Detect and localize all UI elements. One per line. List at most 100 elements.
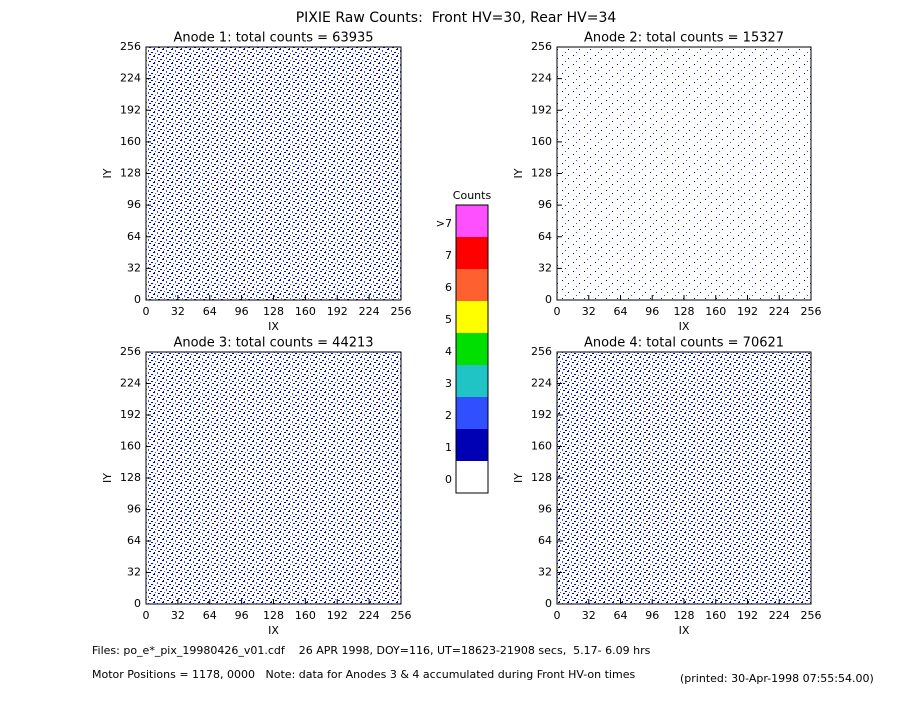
x-tick-label: 32 bbox=[582, 609, 596, 622]
y-tick-label: 192 bbox=[120, 408, 141, 421]
x-tick-label: 32 bbox=[171, 609, 185, 622]
x-axis-label: IX bbox=[679, 320, 690, 333]
y-tick-label: 64 bbox=[127, 534, 141, 547]
x-tick-label: 160 bbox=[705, 609, 726, 622]
x-tick-label: 160 bbox=[705, 305, 726, 318]
y-axis-label: IY bbox=[512, 473, 525, 483]
x-tick-label: 0 bbox=[554, 305, 561, 318]
colorbar-swatch bbox=[456, 205, 488, 237]
x-tick-label: 224 bbox=[769, 305, 790, 318]
x-tick-label: 192 bbox=[327, 305, 348, 318]
y-tick-label: 224 bbox=[531, 377, 552, 390]
x-tick-label: 64 bbox=[203, 305, 217, 318]
y-axis-label: IY bbox=[101, 168, 114, 178]
y-tick-label: 96 bbox=[127, 503, 141, 516]
y-tick-label: 64 bbox=[538, 230, 552, 243]
colorbar-swatch bbox=[456, 269, 488, 301]
x-tick-label: 96 bbox=[645, 305, 659, 318]
x-tick-label: 256 bbox=[801, 609, 822, 622]
panel-title: Anode 3: total counts = 44213 bbox=[173, 336, 373, 351]
x-tick-label: 128 bbox=[263, 305, 284, 318]
x-tick-label: 192 bbox=[737, 609, 758, 622]
x-tick-label: 128 bbox=[263, 609, 284, 622]
colorbar-label: 7 bbox=[445, 249, 452, 262]
colorbar-label: 2 bbox=[445, 409, 452, 422]
x-tick-label: 160 bbox=[295, 609, 316, 622]
figure-title: PIXIE Raw Counts: Front HV=30, Rear HV=3… bbox=[296, 10, 617, 26]
x-tick-label: 128 bbox=[674, 305, 695, 318]
panel-title: Anode 1: total counts = 63935 bbox=[173, 31, 373, 46]
x-tick-label: 32 bbox=[171, 305, 185, 318]
x-tick-label: 64 bbox=[614, 305, 628, 318]
y-tick-label: 256 bbox=[531, 345, 552, 358]
x-tick-label: 128 bbox=[674, 609, 695, 622]
colorbar-label: >7 bbox=[436, 217, 452, 230]
y-tick-label: 0 bbox=[134, 597, 141, 610]
x-axis-label: IX bbox=[268, 320, 279, 333]
pixel-texture bbox=[146, 352, 401, 604]
colorbar-swatch bbox=[456, 365, 488, 397]
y-tick-label: 0 bbox=[545, 293, 552, 306]
colorbar-title: Counts bbox=[453, 189, 492, 202]
pixel-texture bbox=[146, 47, 401, 300]
colorbar-label: 5 bbox=[445, 313, 452, 326]
y-tick-label: 160 bbox=[531, 440, 552, 453]
x-tick-label: 224 bbox=[359, 305, 380, 318]
y-tick-label: 160 bbox=[120, 440, 141, 453]
y-axis-label: IY bbox=[512, 168, 525, 178]
x-tick-label: 0 bbox=[143, 609, 150, 622]
colorbar-frame bbox=[455, 204, 489, 494]
y-tick-label: 224 bbox=[120, 377, 141, 390]
panel-title: Anode 4: total counts = 70621 bbox=[584, 336, 784, 351]
colorbar-swatch bbox=[456, 333, 488, 365]
colorbar-label: 1 bbox=[445, 441, 452, 454]
footer-motor: Motor Positions = 1178, 0000 Note: data … bbox=[92, 668, 635, 681]
y-tick-label: 0 bbox=[545, 597, 552, 610]
panel-title: Anode 2: total counts = 15327 bbox=[584, 31, 784, 46]
x-tick-label: 96 bbox=[235, 609, 249, 622]
x-tick-label: 96 bbox=[645, 609, 659, 622]
footer-files: Files: po_e*_pix_19980426_v01.cdf 26 APR… bbox=[92, 644, 651, 657]
y-tick-label: 160 bbox=[531, 135, 552, 148]
y-tick-label: 96 bbox=[538, 503, 552, 516]
x-tick-label: 96 bbox=[235, 305, 249, 318]
pixel-texture bbox=[557, 352, 811, 604]
x-tick-label: 224 bbox=[359, 609, 380, 622]
y-tick-label: 32 bbox=[538, 261, 552, 274]
x-tick-label: 192 bbox=[737, 305, 758, 318]
x-tick-label: 160 bbox=[295, 305, 316, 318]
y-tick-label: 192 bbox=[531, 103, 552, 116]
x-axis-label: IX bbox=[679, 624, 690, 637]
y-tick-label: 160 bbox=[120, 135, 141, 148]
y-tick-label: 224 bbox=[120, 72, 141, 85]
y-tick-label: 128 bbox=[120, 167, 141, 180]
y-tick-label: 32 bbox=[127, 566, 141, 579]
y-tick-label: 256 bbox=[120, 40, 141, 53]
y-axis-label: IY bbox=[101, 473, 114, 483]
colorbar-swatch bbox=[456, 461, 488, 493]
y-tick-label: 128 bbox=[531, 167, 552, 180]
y-tick-label: 256 bbox=[531, 40, 552, 53]
x-tick-label: 0 bbox=[143, 305, 150, 318]
pixel-texture bbox=[557, 47, 811, 300]
colorbar-swatch bbox=[456, 237, 488, 269]
x-tick-label: 256 bbox=[391, 305, 412, 318]
y-tick-label: 192 bbox=[120, 103, 141, 116]
y-tick-label: 96 bbox=[538, 198, 552, 211]
x-tick-label: 256 bbox=[391, 609, 412, 622]
y-tick-label: 64 bbox=[538, 534, 552, 547]
y-tick-label: 256 bbox=[120, 345, 141, 358]
x-tick-label: 64 bbox=[614, 609, 628, 622]
x-tick-label: 64 bbox=[203, 609, 217, 622]
colorbar-swatch bbox=[456, 397, 488, 429]
colorbar-swatch bbox=[456, 301, 488, 333]
x-tick-label: 256 bbox=[801, 305, 822, 318]
colorbar-swatch bbox=[456, 429, 488, 461]
footer-printed: (printed: 30-Apr-1998 07:55:54.00) bbox=[680, 672, 874, 685]
y-tick-label: 224 bbox=[531, 72, 552, 85]
colorbar-label: 4 bbox=[445, 345, 452, 358]
y-tick-label: 0 bbox=[134, 293, 141, 306]
colorbar-label: 6 bbox=[445, 281, 452, 294]
y-tick-label: 32 bbox=[127, 261, 141, 274]
